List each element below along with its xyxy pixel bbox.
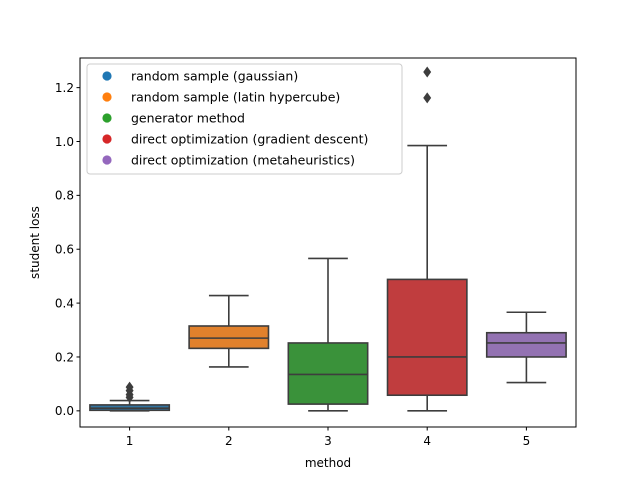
box-group-5 [485, 311, 567, 384]
x-axis-label: method [305, 456, 351, 470]
box-iqr [386, 278, 468, 397]
y-tick-label: 0.0 [55, 404, 74, 418]
box-group-2 [188, 294, 270, 368]
outlier-point [423, 66, 432, 78]
y-tick-label: 0.8 [55, 189, 74, 203]
x-tick-label: 5 [523, 434, 531, 448]
box-iqr [485, 331, 567, 358]
boxes-layer [89, 66, 567, 412]
y-tick-label: 0.2 [55, 350, 74, 364]
x-tick-label: 2 [225, 434, 233, 448]
legend-marker [102, 134, 112, 144]
legend-marker [102, 113, 112, 123]
outlier-point [125, 381, 134, 393]
y-axis: 0.0 0.2 0.4 0.6 0.8 1.0 1.2 [55, 81, 80, 418]
y-axis-label: student loss [28, 206, 42, 279]
x-tick-label: 4 [423, 434, 431, 448]
legend-label: direct optimization (metaheuristics) [131, 153, 355, 168]
legend-label: random sample (latin hypercube) [131, 90, 340, 105]
y-tick-label: 1.2 [55, 81, 74, 95]
plot-area-frame [79, 57, 577, 428]
legend: random sample (gaussian) random sample (l… [86, 63, 403, 175]
box-group-3 [287, 257, 369, 412]
box-group-1 [89, 381, 171, 412]
legend-marker [102, 92, 112, 102]
y-tick-label: 1.0 [55, 135, 74, 149]
legend-label: generator method [131, 111, 245, 126]
y-tick-label: 0.6 [55, 243, 74, 257]
legend-marker [102, 71, 112, 81]
outlier-point [423, 92, 432, 104]
box-group-4 [386, 66, 468, 412]
x-tick-label: 3 [324, 434, 332, 448]
legend-box [86, 63, 403, 175]
x-tick-label: 1 [126, 434, 134, 448]
box-iqr [188, 325, 270, 350]
y-tick-label: 0.4 [55, 296, 74, 310]
box-iqr [287, 342, 369, 405]
legend-label: random sample (gaussian) [131, 69, 298, 84]
legend-label: direct optimization (gradient descent) [131, 132, 368, 147]
legend-marker [102, 155, 112, 165]
x-axis: 1 2 3 4 5 [126, 427, 530, 448]
